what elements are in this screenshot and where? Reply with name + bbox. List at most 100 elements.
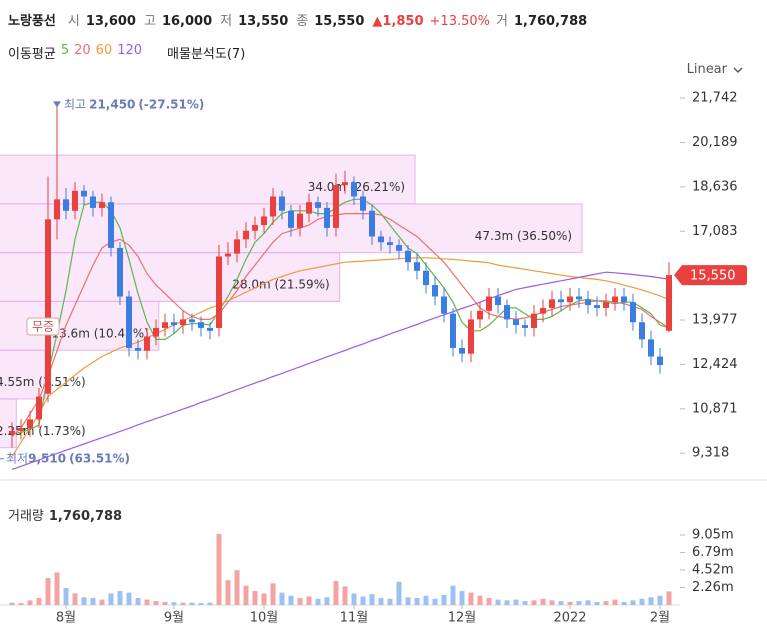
candle-body: [396, 245, 402, 251]
candle-body: [81, 190, 87, 197]
volume-bar: [468, 592, 474, 605]
candle-body: [243, 230, 249, 240]
volume-bar: [162, 601, 168, 605]
price-change: ▲1,850: [372, 14, 424, 29]
candle-body: [126, 296, 132, 348]
volume-bar: [540, 598, 546, 605]
quote-label: 고: [143, 14, 156, 29]
profile-label: 47.3m (36.50%): [475, 229, 572, 243]
candle-body: [558, 299, 564, 303]
candle-body: [324, 207, 330, 228]
volume-bar: [567, 601, 573, 605]
high-marker-arrow: [53, 101, 61, 108]
volume-profile-toggle[interactable]: 매물분석도(7): [167, 47, 246, 62]
candle-body: [18, 427, 24, 431]
price-change-pct: +13.50%: [429, 14, 490, 29]
volume-bar: [459, 591, 465, 605]
legend-entry[interactable]: 20: [74, 43, 91, 58]
y-tick-label: 9,318: [692, 446, 729, 461]
volume-bar: [594, 601, 600, 605]
candle-body: [531, 313, 537, 328]
candle-body: [495, 296, 501, 306]
volume-tick-label: 4.52m: [692, 563, 734, 578]
ma-label[interactable]: 이동평균: [8, 47, 56, 62]
y-tick-label: 10,871: [692, 401, 738, 416]
volume-bar: [117, 591, 123, 605]
y-tick-label: 20,189: [692, 135, 738, 150]
volume-title: 거래량 1,760,788: [8, 509, 122, 524]
candle-body: [621, 296, 627, 303]
quote-value: 1,760,788: [513, 14, 588, 29]
volume-bar: [315, 598, 321, 605]
volume-bar: [666, 591, 672, 605]
ma-line: [11, 271, 670, 470]
x-tick-label: 11월: [340, 611, 369, 626]
candle-body: [441, 296, 447, 314]
volume-title-label: 거래량: [8, 509, 44, 524]
volume-tick-label: 2.26m: [692, 580, 734, 595]
volume-bar: [585, 600, 591, 605]
candle-body: [144, 336, 150, 351]
indicator-bar: 이동평균 5 20 60 120 매물분석도(7): [8, 43, 245, 62]
candle-body: [99, 202, 105, 208]
candle-body: [90, 196, 96, 208]
legend-entry[interactable]: 120: [117, 43, 143, 58]
volume-bar: [450, 585, 456, 605]
volume-bar: [27, 600, 33, 605]
candle-body: [252, 225, 258, 231]
quote-value: 13,550: [238, 14, 289, 29]
volume-bar: [108, 593, 114, 605]
candle-body: [648, 339, 654, 357]
volume-bar: [360, 596, 366, 605]
volume-bar: [135, 598, 141, 605]
y-tick-label: 18,636: [692, 179, 738, 194]
volume-latest: 1,760,788: [49, 509, 122, 524]
volume-bar: [144, 599, 150, 605]
volume-bar: [45, 577, 51, 605]
candle-body: [414, 262, 420, 271]
volume-bar: [198, 603, 204, 605]
volume-bar: [72, 593, 78, 605]
candle-body: [387, 242, 393, 246]
candle-body: [513, 319, 519, 326]
candle-body: [540, 307, 546, 314]
quote-header: 노랑풍선 시 13,600 고 16,000 저 13,550 종 15,550 ▲1,…: [8, 10, 589, 29]
profile-bar: [0, 349, 46, 400]
candle-body: [639, 322, 645, 340]
candle-body: [135, 347, 141, 351]
candle-body: [423, 270, 429, 286]
volume-bar: [261, 593, 267, 605]
volume-bar: [54, 572, 60, 605]
ma-line: [11, 213, 670, 438]
high-marker: 최고 21,450 (-27.51%): [64, 97, 204, 111]
volume-bar: [513, 599, 519, 605]
volume-bar: [414, 598, 420, 605]
volume-bar: [477, 595, 483, 605]
volume-bar: [324, 597, 330, 605]
quote-value: 15,550: [314, 14, 365, 29]
volume-bar: [90, 598, 96, 605]
volume-bar: [369, 594, 375, 605]
candle-body: [522, 325, 528, 328]
candle-body: [342, 182, 348, 186]
candle-body: [369, 210, 375, 237]
volume-bar: [441, 594, 447, 605]
legend-entry[interactable]: 5: [60, 43, 70, 58]
volume-bar: [405, 597, 411, 605]
volume-bar: [63, 587, 69, 605]
volume-tick-label: 6.79m: [692, 545, 734, 560]
candle-body: [432, 285, 438, 297]
legend-entry[interactable]: 60: [95, 43, 113, 58]
marker-price: 21,450: [89, 97, 135, 111]
candle-body: [9, 430, 15, 434]
volume-bar: [396, 581, 402, 605]
volume-bar: [423, 595, 429, 605]
volume-bar: [99, 599, 105, 605]
candle-body: [234, 239, 240, 254]
scale-select[interactable]: Linear: [687, 62, 743, 77]
candle-body: [279, 196, 285, 211]
volume-bar: [207, 602, 213, 605]
volume-bar: [378, 598, 384, 605]
candle-body: [486, 296, 492, 311]
